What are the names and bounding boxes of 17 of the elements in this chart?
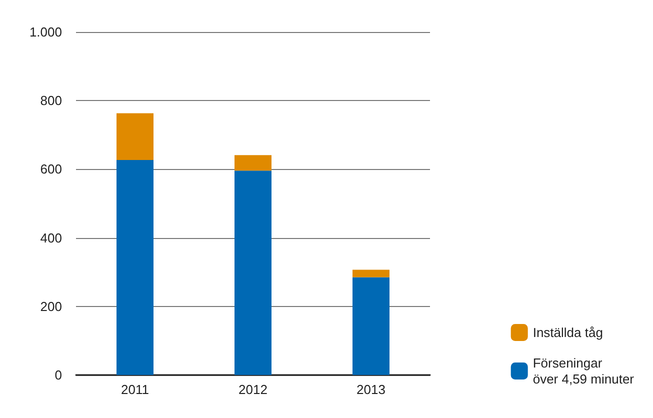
bar [352, 277, 390, 375]
y-tick-label: 600 [40, 162, 62, 177]
legend-label: Förseningar över 4,59 minuter [532, 356, 635, 386]
bar [352, 270, 390, 278]
y-tick-label: 0 [54, 368, 62, 382]
y-tick-label: 400 [40, 230, 62, 246]
bar [234, 170, 272, 375]
x-tick-label: 2012 [238, 382, 268, 397]
bar [116, 160, 154, 375]
legend-label: Inställda tåg [532, 325, 603, 340]
y-tick-label: 1.000 [29, 24, 62, 40]
x-tick-label: 2013 [356, 382, 386, 397]
y-tick-label: 200 [40, 298, 62, 314]
x-tick-label: 2011 [121, 382, 149, 397]
y-tick-label: 800 [40, 93, 62, 108]
bar [234, 155, 272, 171]
bar [116, 113, 154, 160]
